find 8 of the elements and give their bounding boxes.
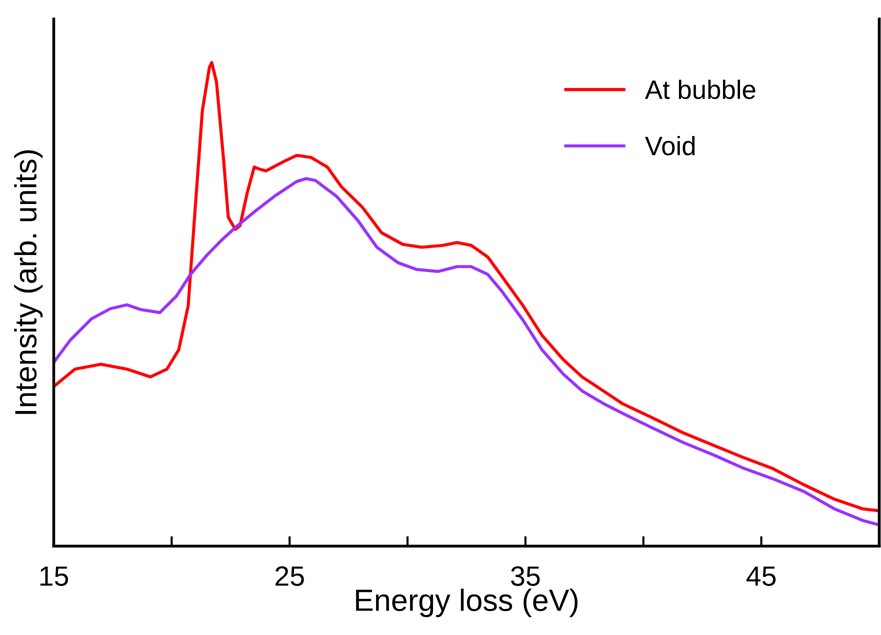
y-axis-title: Intensity (arb. units): [14, 150, 43, 414]
legend-label: Void: [645, 136, 695, 156]
x-tick-label: 35: [511, 566, 540, 586]
x-axis-title: Energy loss (eV): [356, 588, 578, 618]
x-tick-label: 45: [746, 566, 776, 586]
legend-label: At bubble: [644, 80, 756, 100]
x-tick-label: 25: [276, 566, 304, 586]
x-tick-label: 15: [40, 566, 68, 586]
